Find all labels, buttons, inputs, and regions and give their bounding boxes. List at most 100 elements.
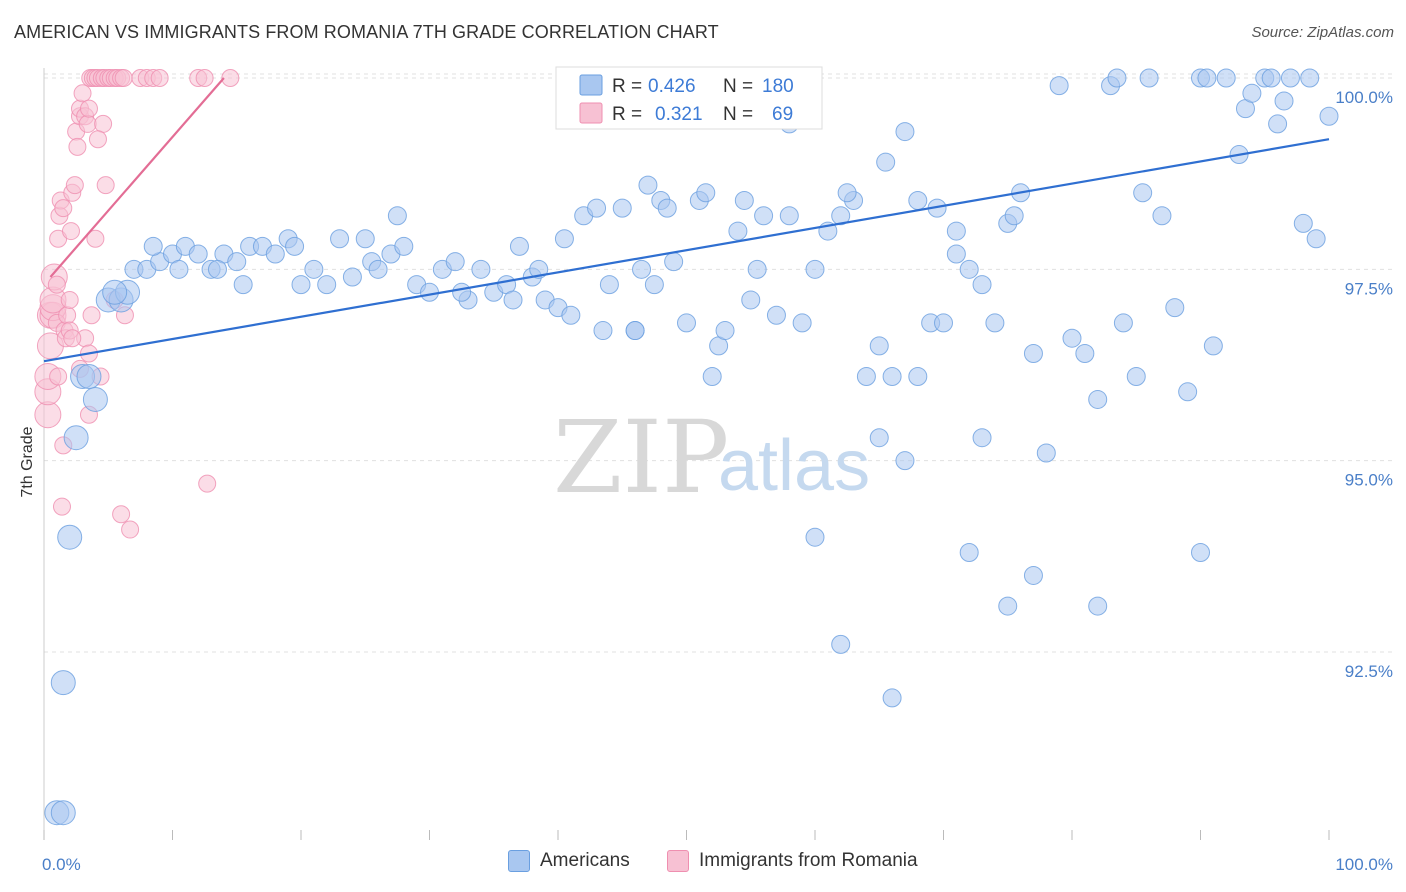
americans-point <box>1049 76 1069 96</box>
romania-point <box>63 329 82 348</box>
americans-point <box>554 229 574 249</box>
americans-point <box>1268 114 1288 134</box>
americans-point <box>946 221 966 241</box>
watermark-atlas: atlas <box>718 426 870 506</box>
americans-point <box>792 313 812 333</box>
legend-label-americans: Americans <box>540 850 630 871</box>
americans-point <box>876 152 896 172</box>
americans-point <box>599 275 619 295</box>
americans-point <box>1107 68 1127 88</box>
legend-swatch-americans-bottom <box>508 850 530 872</box>
legend-r-value-1: 0.426 <box>648 76 696 97</box>
americans-point <box>1216 68 1236 88</box>
romania-point <box>114 69 133 87</box>
americans-point <box>368 259 388 279</box>
trend-lines <box>43 77 1330 363</box>
americans-point <box>1293 213 1313 233</box>
romania-trend-line <box>49 77 225 278</box>
americans-point <box>342 267 362 287</box>
americans-point <box>908 190 928 210</box>
americans-point <box>50 800 76 826</box>
americans-point <box>1203 336 1223 356</box>
americans-point <box>169 259 189 279</box>
y-tick-label: 100.0% <box>1335 88 1393 107</box>
axes <box>43 68 1330 840</box>
americans-point <box>998 596 1018 616</box>
x-tick-label: 100.0% <box>1335 855 1393 874</box>
americans-point <box>188 244 208 264</box>
americans-point <box>1036 443 1056 463</box>
americans-point <box>869 428 889 448</box>
stats-legend: R = 0.426 N = 180 R = 0.321 N = 69 <box>555 66 823 130</box>
americans-point <box>741 290 761 310</box>
americans-point <box>1088 389 1108 409</box>
americans-point <box>1261 68 1281 88</box>
americans-point <box>1113 313 1133 333</box>
americans-point <box>1152 206 1172 226</box>
americans-point <box>1242 83 1262 103</box>
americans-point <box>1139 68 1159 88</box>
americans-point <box>1274 91 1294 111</box>
legend-label-romania: Immigrants from Romania <box>699 850 918 871</box>
americans-point <box>593 321 613 341</box>
romania-point <box>73 84 92 103</box>
americans-point <box>934 313 953 333</box>
americans-point <box>747 259 767 279</box>
americans-point <box>102 279 128 305</box>
romania-point <box>79 99 98 118</box>
romania-point <box>58 306 77 325</box>
americans-point <box>632 259 652 279</box>
americans-point <box>387 206 407 226</box>
americans-point <box>715 321 735 341</box>
americans-point <box>1280 68 1300 88</box>
americans-point <box>895 122 915 142</box>
americans-point <box>779 206 799 226</box>
romania-point <box>78 114 97 133</box>
americans-point <box>831 634 851 654</box>
legend-item-americans[interactable]: Americans <box>508 850 630 872</box>
americans-trend-line <box>43 138 1330 363</box>
americans-point <box>959 543 979 563</box>
americans-point <box>805 259 825 279</box>
legend-swatch-romania <box>579 102 603 124</box>
legend-n-value-1: 180 <box>762 76 794 97</box>
romania-point <box>88 130 107 149</box>
romania-point <box>195 69 214 87</box>
watermark-zip: ZIP <box>553 399 729 516</box>
americans-point <box>143 236 163 256</box>
americans-point <box>625 321 645 341</box>
y-tick-label: 92.5% <box>1345 662 1393 681</box>
americans-point <box>1062 328 1082 348</box>
americans-point <box>63 425 89 451</box>
americans-point <box>1088 596 1108 616</box>
americans-point <box>355 229 375 249</box>
americans-point <box>420 282 439 302</box>
legend-item-romania[interactable]: Immigrants from Romania <box>667 850 918 872</box>
americans-point <box>285 236 305 256</box>
americans-point <box>452 282 472 302</box>
americans-point <box>972 275 992 295</box>
romania-point <box>198 474 217 493</box>
americans-point <box>233 275 253 295</box>
americans-point <box>946 244 966 264</box>
americans-point <box>766 305 786 325</box>
americans-point <box>895 451 915 471</box>
americans-point <box>291 275 311 295</box>
americans-point <box>985 313 1005 333</box>
americans-point <box>503 290 523 310</box>
romania-point <box>121 520 140 539</box>
americans-point <box>831 206 851 226</box>
americans-point <box>657 198 677 218</box>
americans-point <box>1023 344 1043 364</box>
romania-point <box>54 199 73 218</box>
americans-point <box>837 183 857 203</box>
americans-point <box>1004 206 1024 226</box>
legend-r-value-2: 0.321 <box>655 104 703 125</box>
americans-point <box>82 386 108 412</box>
americans-point <box>1300 68 1320 88</box>
chart-title: AMERICAN VS IMMIGRANTS FROM ROMANIA 7TH … <box>14 22 719 42</box>
americans-point <box>856 366 876 386</box>
y-tick-label: 97.5% <box>1345 279 1393 298</box>
romania-point <box>68 137 87 156</box>
